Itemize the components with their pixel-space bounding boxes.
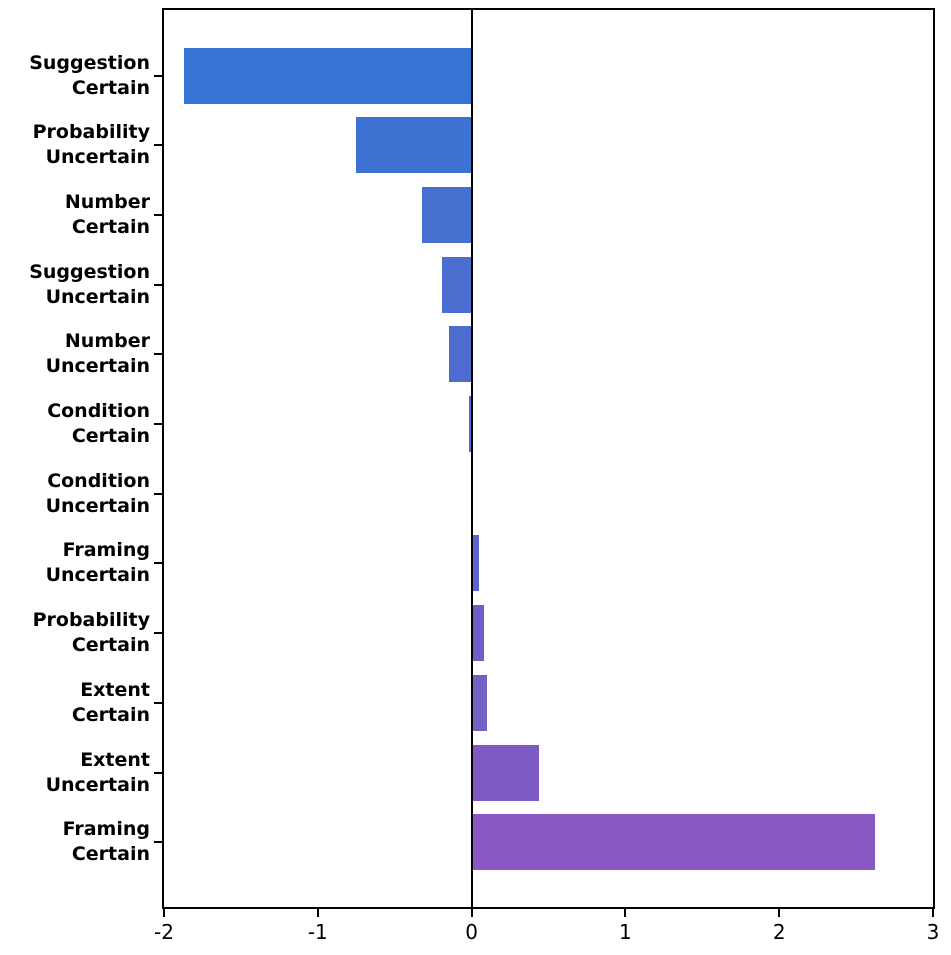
y-tick-mark: [154, 283, 162, 286]
y-tick-mark: [154, 423, 162, 425]
y-tick-label-line: Certain: [71, 76, 150, 99]
y-tick-label: Probability Certain: [0, 608, 150, 658]
y-tick-label-line: Certain: [71, 703, 150, 726]
x-tick-label: 2: [772, 920, 786, 944]
y-tick-label-line: Probability: [32, 121, 150, 144]
y-tick-label-line: Uncertain: [45, 564, 150, 587]
y-axis-labels: Suggestion Certain Probability Uncertain Num…: [0, 10, 150, 907]
bar-suggestion-certain: [183, 47, 472, 104]
y-tick-label-line: Uncertain: [45, 285, 150, 308]
bar-probability-certain: [471, 605, 484, 662]
y-tick-label-line: Certain: [71, 215, 150, 238]
y-tick-label-line: Certain: [71, 843, 150, 866]
x-tick-mark: [470, 909, 473, 917]
y-tick-label-line: Suggestion: [29, 260, 150, 283]
y-tick-mark: [154, 74, 162, 77]
y-tick-label-line: Extent: [80, 748, 150, 771]
x-axis-tick-labels: -2 -1 0 1 2 3: [154, 920, 939, 950]
y-tick-label: Condition Uncertain: [0, 469, 150, 519]
plot-inner: [164, 10, 933, 907]
y-tick-label: Condition Certain: [0, 399, 150, 449]
y-tick-label-line: Uncertain: [45, 494, 150, 517]
x-tick-mark: [624, 909, 627, 917]
y-tick-label-line: Framing: [62, 539, 150, 562]
bar-framing-uncertain: [471, 535, 480, 592]
bar-extent-uncertain: [471, 744, 540, 801]
y-tick-mark: [154, 492, 162, 495]
y-tick-label: Suggestion Certain: [0, 51, 150, 101]
y-tick-label: Number Certain: [0, 190, 150, 240]
y-tick-label: Framing Uncertain: [0, 538, 150, 588]
bar-framing-certain: [471, 814, 875, 871]
x-tick-label: 3: [926, 920, 940, 944]
y-tick-label: Number Uncertain: [0, 329, 150, 379]
y-tick-label-line: Uncertain: [45, 773, 150, 796]
y-tick-mark: [154, 701, 162, 704]
y-tick-label-line: Extent: [80, 678, 150, 701]
y-tick-mark: [154, 841, 162, 844]
bar-number-uncertain: [448, 326, 472, 383]
y-tick-label-line: Number: [64, 330, 150, 353]
y-tick-label: Extent Uncertain: [0, 748, 150, 798]
x-tick-label: 1: [619, 920, 632, 944]
y-tick-mark: [154, 144, 162, 147]
y-tick-mark: [154, 562, 162, 565]
y-tick-label-line: Certain: [71, 425, 150, 447]
y-tick-label: Extent Certain: [0, 678, 150, 728]
bar-suggestion-uncertain: [442, 256, 472, 313]
bar-probability-uncertain: [356, 117, 472, 174]
y-tick-mark: [154, 213, 162, 216]
y-tick-label-line: Suggestion: [29, 51, 150, 74]
bar-condition-certain: [468, 396, 472, 452]
bar-number-certain: [422, 186, 472, 243]
plot-area: [162, 8, 935, 909]
x-tick-label: -1: [307, 920, 328, 944]
y-tick-mark: [154, 353, 162, 356]
y-tick-label-line: Condition: [47, 469, 150, 492]
x-tick-mark: [778, 909, 781, 917]
y-tick-label-line: Probability: [32, 609, 150, 632]
y-tick-label-line: Uncertain: [45, 355, 150, 378]
y-tick-mark: [154, 632, 162, 635]
y-tick-label-line: Framing: [62, 818, 150, 841]
y-tick-label-line: Number: [64, 190, 150, 213]
y-tick-label: Suggestion Uncertain: [0, 260, 150, 310]
y-tick-label-line: Uncertain: [45, 146, 150, 169]
x-tick-mark: [316, 909, 319, 917]
x-tick-mark: [163, 909, 165, 917]
y-tick-label: Framing Certain: [0, 817, 150, 867]
x-axis-ticks: [163, 909, 934, 917]
x-tick-label: -2: [154, 920, 174, 944]
zero-axis-line: [470, 10, 473, 907]
x-tick-label: 0: [465, 920, 478, 944]
bar-extent-certain: [471, 674, 487, 731]
y-tick-label: Probability Uncertain: [0, 120, 150, 170]
y-tick-mark: [154, 771, 162, 774]
y-tick-label-line: Condition: [47, 400, 150, 422]
y-tick-label-line: Certain: [71, 634, 150, 657]
x-tick-mark: [932, 909, 934, 917]
